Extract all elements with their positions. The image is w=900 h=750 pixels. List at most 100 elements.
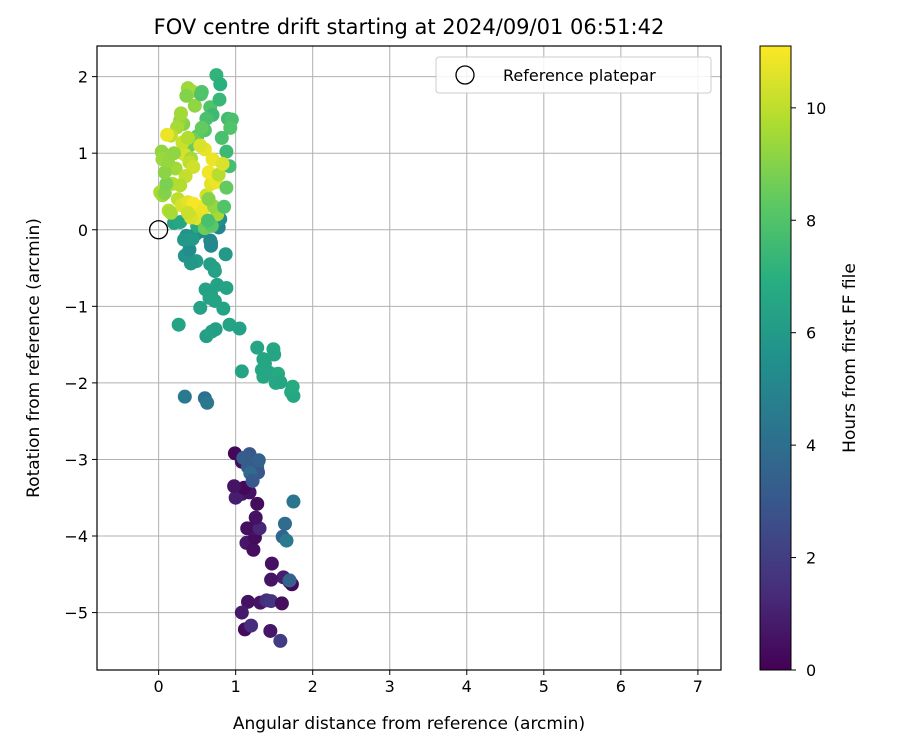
y-axis-label: Rotation from reference (arcmin) xyxy=(24,218,44,498)
data-point xyxy=(246,542,261,557)
data-point xyxy=(201,192,216,207)
legend-box xyxy=(435,56,712,94)
data-point xyxy=(173,106,188,121)
data-point xyxy=(264,572,279,587)
y-tick-label: −2 xyxy=(64,374,88,393)
data-point xyxy=(185,231,200,246)
x-axis: 0 1 2 3 4 5 6 7 xyxy=(154,670,703,696)
x-tick-label: 7 xyxy=(693,677,703,696)
data-point xyxy=(219,144,234,159)
data-point xyxy=(186,159,201,174)
legend-marker xyxy=(455,65,475,85)
colorbar-tick-label: 6 xyxy=(806,324,816,343)
data-point xyxy=(250,340,265,355)
data-point xyxy=(273,375,288,390)
grid xyxy=(97,46,721,670)
data-point xyxy=(207,293,222,308)
x-axis-label: Angular distance from reference (arcmin) xyxy=(233,714,585,734)
y-axis: −5 −4 −3 −2 −1 0 1 2 xyxy=(64,68,97,623)
x-tick-label: 1 xyxy=(231,677,241,696)
colorbar-tick-label: 2 xyxy=(806,549,816,568)
data-point xyxy=(286,494,301,509)
data-point xyxy=(279,533,294,548)
data-point xyxy=(263,623,278,638)
data-point xyxy=(217,199,232,214)
data-point xyxy=(223,120,238,135)
y-tick-label: 2 xyxy=(78,68,88,87)
colorbar-tick-label: 10 xyxy=(806,99,826,118)
data-point xyxy=(214,130,229,145)
data-point xyxy=(173,178,188,193)
y-tick-label: −3 xyxy=(64,450,88,469)
data-point xyxy=(218,247,233,262)
data-point xyxy=(240,521,255,536)
data-point xyxy=(285,379,300,394)
data-point xyxy=(213,77,228,92)
data-point xyxy=(160,127,175,142)
y-tick-label: −5 xyxy=(64,604,88,623)
data-point xyxy=(219,180,234,195)
plot-frame xyxy=(96,45,722,671)
data-point xyxy=(193,138,208,153)
data-point xyxy=(264,594,279,609)
y-tick-label: 0 xyxy=(78,221,88,240)
x-tick-label: 2 xyxy=(308,677,318,696)
data-point xyxy=(207,264,222,279)
x-tick-label: 0 xyxy=(154,677,164,696)
data-point xyxy=(171,317,186,332)
data-point xyxy=(211,167,226,182)
data-point xyxy=(194,120,209,135)
colorbar-label: Hours from first FF file xyxy=(840,263,860,453)
data-point xyxy=(251,453,266,468)
data-point xyxy=(177,389,192,404)
y-tick-label: −4 xyxy=(64,527,88,546)
colorbar-tick-label: 4 xyxy=(806,436,816,455)
data-point xyxy=(157,165,172,180)
data-point xyxy=(193,300,208,315)
data-point xyxy=(163,205,178,220)
x-tick-label: 5 xyxy=(539,677,549,696)
data-point xyxy=(180,130,195,145)
legend-label: Reference platepar xyxy=(503,66,656,85)
data-point xyxy=(187,98,202,113)
data-point xyxy=(227,479,242,494)
data-point xyxy=(267,347,282,362)
data-point xyxy=(219,280,234,295)
data-point xyxy=(274,596,289,611)
data-point xyxy=(232,321,247,336)
data-point xyxy=(215,156,230,171)
data-point xyxy=(194,84,209,99)
reference-marker xyxy=(148,220,169,240)
data-point xyxy=(173,215,188,230)
chart-title: FOV centre drift starting at 2024/09/01 … xyxy=(154,15,665,39)
colorbar xyxy=(759,45,792,671)
data-point xyxy=(234,364,249,379)
y-tick-label: 1 xyxy=(78,144,88,163)
data-point xyxy=(212,92,227,107)
data-point xyxy=(234,605,249,620)
data-point xyxy=(277,516,292,531)
x-tick-label: 3 xyxy=(385,677,395,696)
data-point xyxy=(282,573,297,588)
data-point xyxy=(200,213,215,228)
data-point xyxy=(208,322,223,337)
points xyxy=(153,68,301,648)
data-point xyxy=(248,510,263,525)
data-point xyxy=(180,205,195,220)
data-point xyxy=(228,490,243,505)
colorbar-tick-label: 0 xyxy=(806,661,816,680)
data-point xyxy=(245,473,260,488)
data-point xyxy=(264,556,279,571)
y-tick-label: −1 xyxy=(64,297,88,316)
colorbar-tick-label: 8 xyxy=(806,211,816,230)
data-point xyxy=(204,238,219,253)
x-tick-label: 6 xyxy=(616,677,626,696)
data-point xyxy=(250,496,265,511)
data-point xyxy=(252,521,267,536)
x-tick-label: 4 xyxy=(462,677,472,696)
data-point xyxy=(240,594,255,609)
legend: Reference platepar xyxy=(435,56,712,94)
data-point xyxy=(200,395,215,410)
data-point xyxy=(167,146,182,161)
